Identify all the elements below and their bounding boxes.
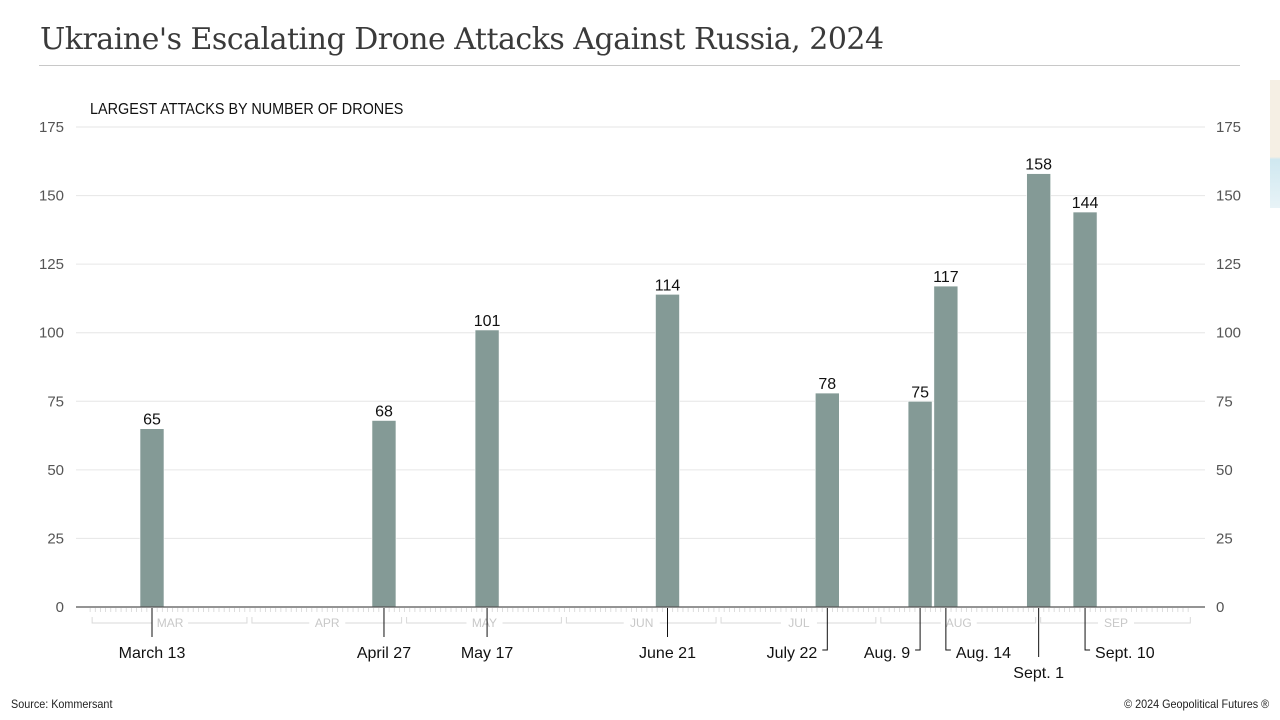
month-bracket [406,617,562,624]
month-label: MAY [472,616,497,630]
y-tick-label: 175 [1216,119,1241,136]
value-label: 78 [818,376,836,393]
y-tick-label: 100 [1216,325,1241,342]
bar [474,329,500,608]
value-label: 144 [1072,195,1099,212]
y-tick-label: 50 [1216,462,1233,479]
month-axis: MAR APR MAY JUN JUL AUG SEP [89,608,1191,630]
month-bracket [880,617,1037,624]
y-tick-label: 25 [1216,530,1233,547]
value-label: 158 [1025,157,1052,174]
month-label: JUL [788,616,810,630]
gridlines [76,126,1205,539]
y-tick-label: 0 [1216,599,1224,616]
month-label: JUN [630,616,653,630]
bar [815,392,840,608]
date-label: May 17 [461,645,514,662]
value-label: 68 [375,403,393,420]
date-label: Sept. 10 [1095,645,1155,662]
value-label: 101 [474,313,501,330]
y-tick-label: 75 [1216,393,1233,410]
value-labels: 65 68 101 114 78 75 117 158 144 [143,157,1098,429]
bar [1072,211,1098,608]
date-label: June 21 [639,645,696,662]
month-bracket [565,617,717,624]
y-tick-label: 100 [39,325,64,342]
month-bracket [1040,617,1191,624]
bar [655,294,680,608]
bar [907,400,933,608]
y-tick-label: 125 [39,256,64,273]
adjacent-map-thumbnail [1270,80,1280,208]
date-label: Sept. 1 [1013,665,1064,682]
y-tick-label: 75 [47,393,64,410]
leader-line [822,608,828,651]
leader-line [945,608,951,651]
month-bracket [720,617,877,624]
y-tick-label: 50 [47,462,64,479]
date-label: Aug. 9 [864,645,910,662]
y-tick-label: 125 [1216,256,1241,273]
leader-line [915,608,921,651]
value-label: 117 [933,269,959,286]
month-bracket [91,617,248,624]
value-label: 75 [911,384,929,401]
leader-line [1084,608,1091,651]
y-axis-right: 0 25 50 75 100 125 150 175 [1216,119,1241,616]
month-label: AUG [946,616,972,630]
bar [371,420,397,608]
copyright-note: © 2024 Geopolitical Futures ® [1124,697,1269,711]
chart-subtitle: LARGEST ATTACKS BY NUMBER OF DRONES [90,101,404,118]
date-label: March 13 [119,645,186,662]
y-axis-left: 0 25 50 75 100 125 150 175 [39,119,64,616]
value-label: 114 [655,277,681,294]
y-tick-label: 25 [47,530,64,547]
y-tick-label: 150 [1216,188,1241,205]
chart-title: Ukraine's Escalating Drone Attacks Again… [40,22,884,57]
date-label: Aug. 14 [956,645,1011,662]
y-tick-label: 150 [39,188,64,205]
bar [933,285,959,608]
value-label: 65 [143,412,161,429]
date-label: July 22 [767,645,818,662]
source-note: Source: Kommersant [11,697,113,711]
y-tick-label: 175 [39,119,64,136]
month-bracket [251,617,403,624]
bars [139,173,1098,608]
date-labels: March 13 April 27 May 17 June 21 July 22 Aug.… [119,608,1155,682]
y-tick-label: 0 [56,599,64,616]
title-divider [39,65,1240,66]
date-label: April 27 [357,645,411,662]
bar [139,428,165,608]
bar [1026,173,1051,608]
month-label: SEP [1104,616,1128,630]
month-label: MAR [157,616,184,630]
month-label: APR [315,616,340,630]
